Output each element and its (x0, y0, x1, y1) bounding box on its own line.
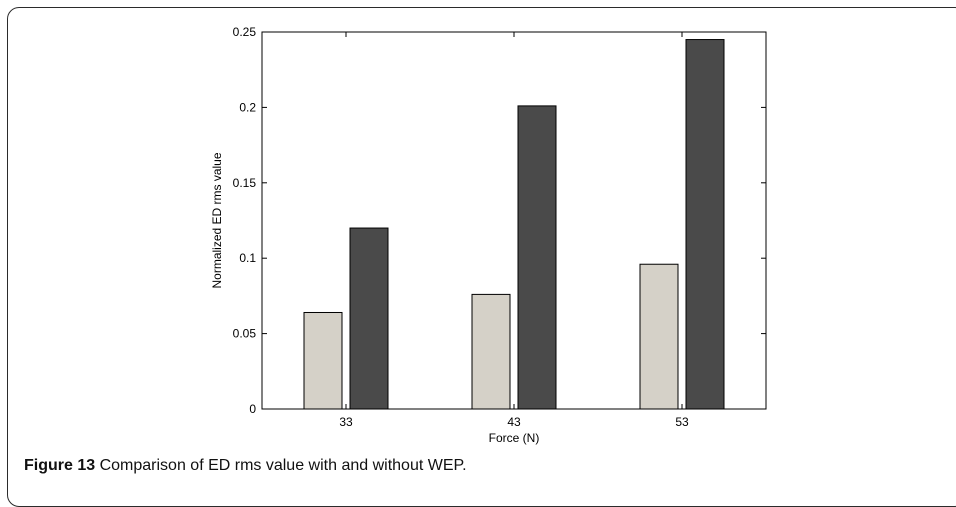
y-tick-label: 0.05 (233, 327, 257, 341)
caption-label: Figure 13 (24, 457, 96, 474)
bar-chart: 0 0.05 0.1 0.15 0.2 0.25 33 43 53 Force (N) Nor… (210, 25, 767, 445)
y-tick-label: 0 (249, 402, 256, 416)
y-tick-label: 0.2 (239, 100, 256, 114)
y-axis-label: Normalized ED rms value (210, 152, 224, 288)
bar-series-2-43 (517, 105, 557, 410)
bar-series-1-33 (303, 311, 343, 410)
caption-text: Comparison of ED rms value with and with… (95, 457, 467, 474)
figure-caption: Figure 13 Comparison of ED rms value wit… (24, 457, 467, 475)
bar-series-2-53 (685, 39, 725, 410)
x-tick-label: 43 (507, 415, 521, 429)
x-axis-label: Force (N) (489, 431, 540, 445)
bars-group (303, 39, 725, 410)
bar-series-2-33 (349, 227, 389, 410)
y-tick-label: 0.1 (239, 251, 256, 265)
y-ticks: 0 0.05 0.1 0.15 0.2 0.25 (233, 25, 766, 416)
x-ticks: 33 43 53 (339, 32, 689, 429)
bar-series-1-53 (639, 263, 679, 410)
bar-series-1-43 (471, 293, 511, 410)
x-tick-label: 33 (339, 415, 353, 429)
x-tick-label: 53 (675, 415, 689, 429)
y-tick-label: 0.25 (233, 25, 257, 39)
y-tick-label: 0.15 (233, 176, 257, 190)
